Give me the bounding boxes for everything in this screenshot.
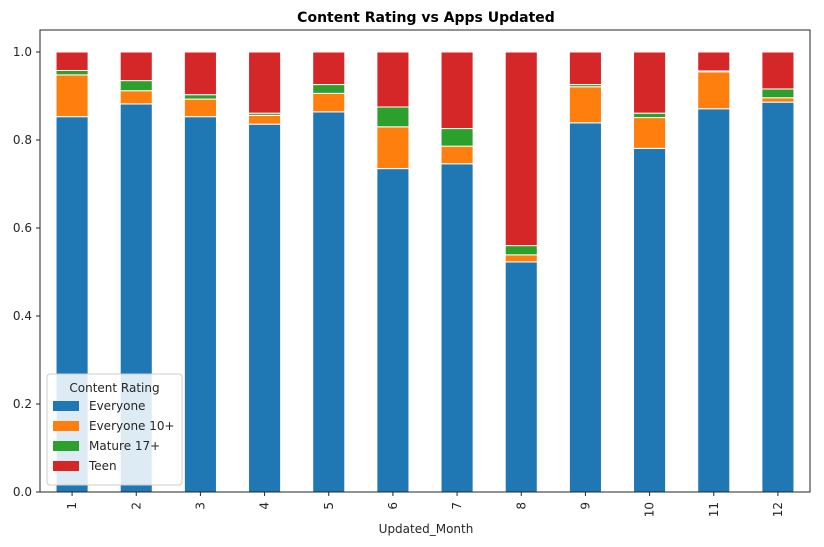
bar-segment-mature-17--1 xyxy=(55,69,89,76)
bar-segment-everyone-10--6 xyxy=(376,126,410,170)
x-tick-label: 8 xyxy=(514,502,528,510)
legend-title: Content Rating xyxy=(69,381,159,395)
bar-segment-mature-17--10 xyxy=(633,112,667,119)
bar-segment-teen-9 xyxy=(568,51,602,86)
legend-swatch-everyone xyxy=(53,401,79,411)
bar-segment-teen-6 xyxy=(376,51,410,108)
y-tick-label: 0.2 xyxy=(13,397,32,411)
x-tick-label: 10 xyxy=(643,502,657,517)
y-tick-label: 1.0 xyxy=(13,45,32,59)
legend-label: Teen xyxy=(88,459,117,473)
bar-segment-everyone-3 xyxy=(183,116,217,493)
x-tick-label: 2 xyxy=(129,502,143,510)
bar-segment-mature-17--12 xyxy=(761,88,795,99)
legend-swatch-mature-17- xyxy=(53,441,79,451)
x-tick-label: 12 xyxy=(771,502,785,517)
bar-segment-mature-17--5 xyxy=(312,84,346,94)
chart-title: Content Rating vs Apps Updated xyxy=(297,10,555,26)
bar-segment-teen-3 xyxy=(183,51,217,96)
legend-box xyxy=(46,373,183,486)
y-tick-label: 0.0 xyxy=(13,485,32,499)
bar-segment-everyone-12 xyxy=(761,101,795,493)
bar-segment-mature-17--8 xyxy=(504,245,538,256)
bar-segment-teen-8 xyxy=(504,51,538,247)
bar-segment-everyone-10--1 xyxy=(55,74,89,118)
bar-segment-everyone-10--5 xyxy=(312,92,346,113)
x-tick-label: 9 xyxy=(578,502,592,510)
bar-segment-teen-7 xyxy=(440,51,474,130)
bar-segment-everyone-7 xyxy=(440,163,474,493)
legend-swatch-everyone-10- xyxy=(53,421,79,431)
legend-label: Mature 17+ xyxy=(89,439,160,453)
y-tick-label: 0.8 xyxy=(13,133,32,147)
y-tick-label: 0.6 xyxy=(13,221,32,235)
x-tick-label: 5 xyxy=(322,502,336,510)
bar-segment-everyone-10--8 xyxy=(504,254,538,263)
x-tick-label: 7 xyxy=(450,502,464,510)
y-axis: 0.0 0.2 0.4 0.6 0.8 1.0 xyxy=(13,45,40,499)
bar-segment-everyone-4 xyxy=(248,123,282,493)
bar-segment-everyone-10--7 xyxy=(440,145,474,165)
bar-segment-everyone-9 xyxy=(568,122,602,493)
legend-label: Everyone xyxy=(89,399,145,413)
y-tick-label: 0.4 xyxy=(13,309,32,323)
bar-segment-teen-11 xyxy=(697,51,731,72)
bar-segment-everyone-8 xyxy=(504,261,538,493)
bar-segment-everyone-10--11 xyxy=(697,71,731,110)
x-tick-label: 11 xyxy=(707,502,721,517)
bar-segment-everyone-10--3 xyxy=(183,98,217,118)
legend-swatch-teen xyxy=(53,461,79,471)
bar-segment-teen-5 xyxy=(312,51,346,86)
x-tick-label: 1 xyxy=(65,502,79,510)
bar-segment-teen-10 xyxy=(633,51,667,114)
bar-segment-teen-4 xyxy=(248,51,282,114)
bar-segment-everyone-10--2 xyxy=(119,90,153,105)
bar-segment-everyone-11 xyxy=(697,108,731,493)
x-axis-label: Updated_Month xyxy=(379,522,474,536)
bar-segment-everyone-10--10 xyxy=(633,117,667,149)
bar-segment-everyone-6 xyxy=(376,168,410,493)
bar-segment-mature-17--6 xyxy=(376,106,410,128)
legend: Content Rating Everyone Everyone 10+ Mature… xyxy=(46,373,183,486)
bar-segment-everyone-5 xyxy=(312,111,346,493)
x-tick-label: 4 xyxy=(258,502,272,510)
bars-layer xyxy=(55,51,795,493)
bar-segment-mature-17--2 xyxy=(119,80,153,92)
bar-segment-teen-1 xyxy=(55,51,89,71)
bar-segment-everyone-10 xyxy=(633,147,667,493)
bar-segment-teen-12 xyxy=(761,51,795,90)
legend-label: Everyone 10+ xyxy=(89,419,175,433)
bar-segment-everyone-10--4 xyxy=(248,114,282,125)
bar-segment-mature-17--7 xyxy=(440,128,474,147)
bar-segment-everyone-10--9 xyxy=(568,86,602,124)
x-tick-label: 6 xyxy=(386,502,400,510)
x-axis: 1 2 3 4 5 6 7 8 9 10 11 12 xyxy=(65,492,785,517)
plot-frame xyxy=(39,29,811,493)
x-tick-label: 3 xyxy=(193,502,207,510)
bar-segment-everyone-10--12 xyxy=(761,97,795,103)
bar-segment-teen-2 xyxy=(119,51,153,82)
bar-segment-mature-17--3 xyxy=(183,94,217,100)
